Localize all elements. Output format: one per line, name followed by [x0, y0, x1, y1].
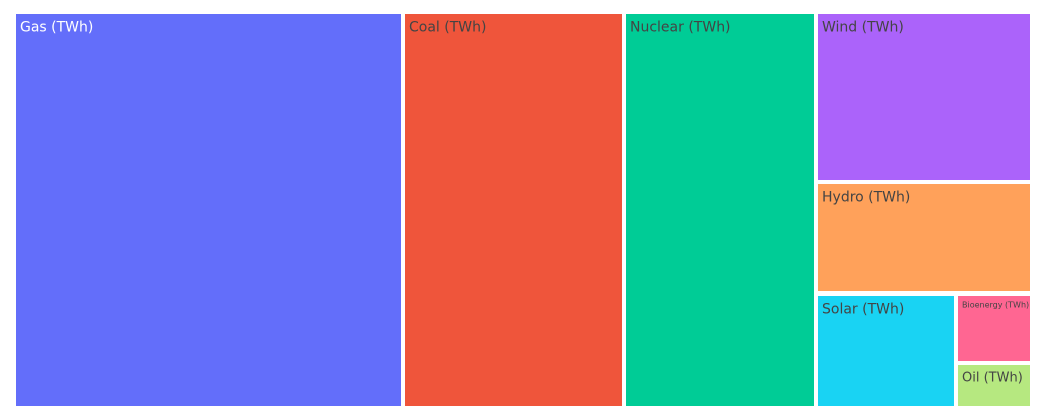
tile-label-wind: Wind (TWh) [822, 19, 904, 35]
tile-solar[interactable] [818, 296, 954, 406]
tile-label-oil: Oil (TWh) [962, 370, 1023, 385]
treemap-tiles: Gas (TWh) Coal (TWh) Nuclear (TWh) Wind (TW… [16, 14, 1030, 406]
tile-coal[interactable] [405, 14, 622, 406]
tile-gas[interactable] [16, 14, 401, 406]
tile-bioenergy[interactable] [958, 296, 1030, 361]
tile-label-coal: Coal (TWh) [409, 19, 486, 35]
tile-label-nuclear: Nuclear (TWh) [630, 19, 731, 35]
tile-nuclear[interactable] [626, 14, 814, 406]
tile-label-gas: Gas (TWh) [20, 19, 93, 35]
tile-label-hydro: Hydro (TWh) [822, 189, 910, 205]
tile-label-bioenergy: Bioenergy (TWh) [962, 301, 1029, 310]
tile-label-solar: Solar (TWh) [822, 301, 904, 317]
tile-hydro[interactable] [818, 184, 1030, 291]
tile-wind[interactable] [818, 14, 1030, 180]
tile-oil[interactable] [958, 365, 1030, 406]
